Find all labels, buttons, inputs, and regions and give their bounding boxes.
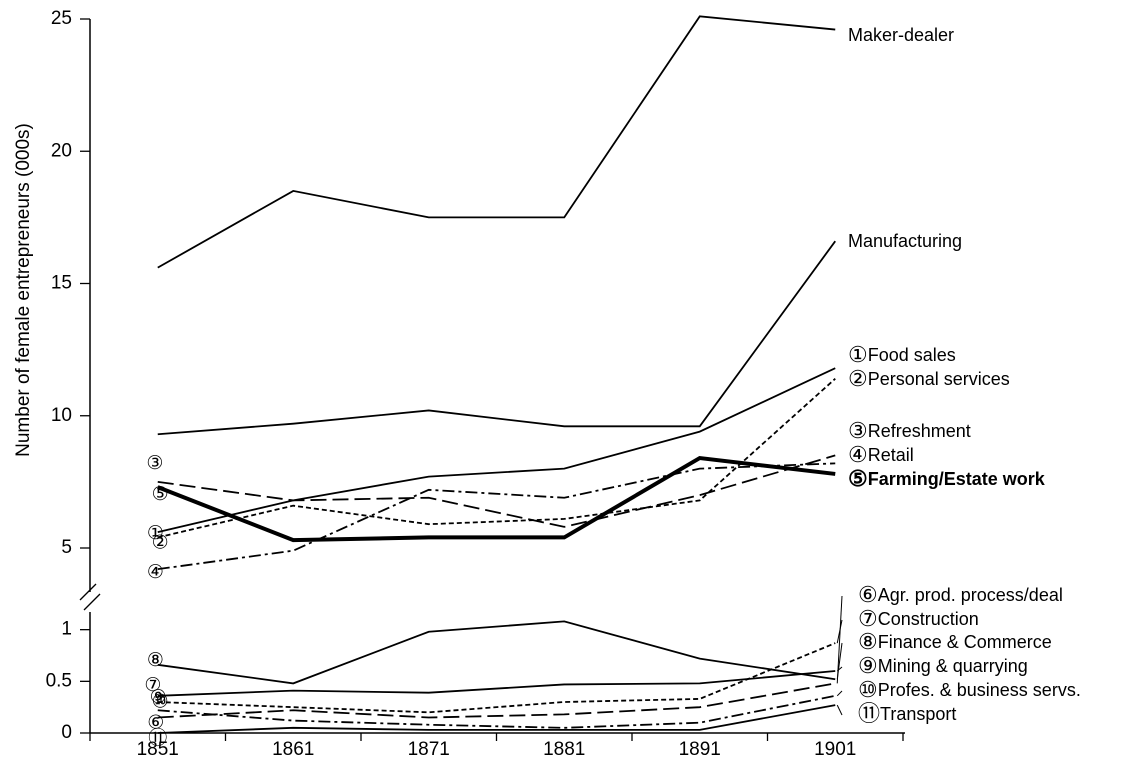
- series-marker-start: ②: [152, 532, 169, 553]
- series-marker: ⑥: [858, 582, 878, 607]
- series-line: [157, 694, 836, 729]
- x-tick-label: 1881: [543, 739, 585, 760]
- series-label: ⑩Profes. & business servs.: [858, 677, 1081, 702]
- series-marker: ⑧: [858, 629, 878, 654]
- series-line: [157, 15, 836, 269]
- series-marker: ⑦: [858, 606, 878, 631]
- series-line: [157, 456, 836, 543]
- series-marker: ③: [848, 418, 868, 443]
- series-marker: ⑨: [858, 653, 878, 678]
- series-label: ⑨Mining & quarrying: [858, 653, 1028, 678]
- series-marker: ④: [848, 442, 868, 467]
- series-marker: ①: [848, 342, 868, 367]
- series-marker-start: ⑤: [152, 484, 169, 505]
- legend-label: Refreshment: [868, 421, 971, 441]
- series-label: ⑦Construction: [858, 606, 979, 631]
- legend-label: Finance & Commerce: [878, 632, 1052, 652]
- series-line: [157, 704, 836, 734]
- series-line: [157, 454, 836, 528]
- x-tick-label: 1901: [814, 739, 856, 760]
- series-label: Maker-dealer: [848, 25, 954, 45]
- series-line: [157, 240, 836, 436]
- legend-label: Retail: [868, 445, 914, 465]
- series-marker-start: ⑥: [147, 713, 164, 734]
- legend-label: Personal services: [868, 369, 1010, 389]
- leader-line: [836, 704, 843, 716]
- series-marker: ②: [848, 366, 868, 391]
- y-tick-label: 0: [61, 722, 72, 743]
- series-marker: ⑪: [858, 701, 880, 726]
- series-marker-start: ⑦: [144, 675, 161, 696]
- series-line: [157, 367, 836, 534]
- leader-line: [836, 595, 843, 684]
- leader-line: [836, 666, 843, 672]
- y-tick-label: 20: [51, 140, 72, 161]
- series-marker-start: ③: [146, 453, 163, 474]
- series-line: [157, 620, 836, 685]
- legend-label: Agr. prod. process/deal: [878, 585, 1063, 605]
- series-label: ⑪Transport: [858, 701, 956, 726]
- y-tick-label: 10: [51, 405, 72, 426]
- series-marker-start: ⑨: [150, 687, 167, 708]
- x-tick-label: 1861: [272, 739, 314, 760]
- series-marker-start: ①: [147, 523, 164, 544]
- y-tick-label: 1: [61, 619, 72, 640]
- series-marker-start: ④: [147, 562, 164, 583]
- legend-label: Mining & quarrying: [878, 656, 1028, 676]
- axis-break: [79, 583, 97, 601]
- series-line: [157, 642, 836, 714]
- series-label: ⑧Finance & Commerce: [858, 629, 1052, 654]
- series-line: [157, 670, 836, 697]
- series-marker: ⑤: [848, 466, 868, 491]
- series-label: Manufacturing: [848, 231, 962, 251]
- series-label: ④Retail: [848, 442, 914, 467]
- legend-label: Maker-dealer: [848, 25, 954, 45]
- series-label: ⑥Agr. prod. process/deal: [858, 582, 1063, 607]
- series-label: ①Food sales: [848, 342, 956, 367]
- x-tick-label: 1871: [408, 739, 450, 760]
- legend-label: Manufacturing: [848, 231, 962, 251]
- series-label: ③Refreshment: [848, 418, 971, 443]
- leader-line: [836, 690, 843, 697]
- legend-label: Food sales: [868, 345, 956, 365]
- y-tick-label: 0.5: [46, 670, 72, 691]
- y-tick-label: 15: [51, 273, 72, 294]
- y-tick-label: 5: [61, 537, 72, 558]
- x-tick-label: 1851: [137, 739, 179, 760]
- series-line: [157, 378, 836, 539]
- series-line: [157, 682, 836, 719]
- series-label: ⑤Farming/Estate work: [848, 466, 1046, 491]
- axis-break: [83, 593, 101, 611]
- series-marker-start: ⑩: [152, 691, 169, 712]
- legend-label: Profes. & business servs.: [878, 680, 1081, 700]
- legend-label: Construction: [878, 609, 979, 629]
- series-marker: ⑩: [858, 677, 878, 702]
- legend-label: Transport: [880, 704, 956, 724]
- series-marker-start: ⑧: [147, 650, 164, 671]
- series-marker-start: ⑪: [148, 727, 167, 749]
- x-tick-label: 1891: [679, 739, 721, 760]
- y-tick-label: 25: [51, 8, 72, 29]
- leader-line: [836, 619, 843, 644]
- series-line: [157, 462, 836, 571]
- series-label: ②Personal services: [848, 366, 1010, 391]
- legend-label: Farming/Estate work: [868, 469, 1046, 489]
- y-axis-label: Number of female entrepreneurs (000s): [13, 123, 34, 457]
- leader-line: [836, 642, 843, 680]
